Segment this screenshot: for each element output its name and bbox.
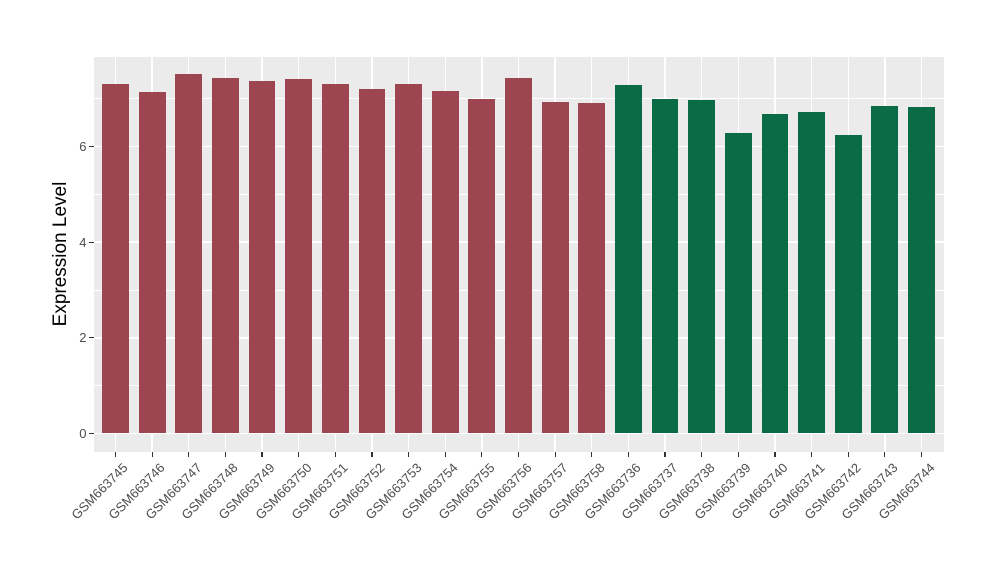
x-tick-mark <box>591 452 593 457</box>
x-tick-mark <box>261 452 263 457</box>
x-tick-mark <box>481 452 483 457</box>
x-tick-mark <box>188 452 190 457</box>
bar <box>138 92 166 434</box>
bar <box>541 102 569 434</box>
bar <box>285 78 313 434</box>
bar <box>321 83 349 434</box>
x-tick-mark <box>407 452 410 457</box>
x-tick-mark <box>811 452 813 457</box>
y-axis-title: Expression Level <box>50 181 71 327</box>
y-tick-label: 0 <box>79 426 87 441</box>
y-tick-mark <box>89 145 94 148</box>
bar <box>798 111 825 434</box>
x-tick-mark <box>701 452 703 457</box>
x-tick-mark <box>554 452 556 457</box>
x-tick-mark <box>664 452 666 457</box>
bar <box>908 106 935 434</box>
x-tick-mark <box>371 452 373 457</box>
y-tick-label: 2 <box>79 330 87 346</box>
x-tick-mark <box>517 452 520 457</box>
y-tick-mark <box>89 241 94 243</box>
bar <box>505 77 532 434</box>
bar <box>248 81 276 434</box>
bar <box>615 85 642 434</box>
x-tick-mark <box>884 452 886 457</box>
x-tick-mark <box>334 452 336 457</box>
y-tick-mark <box>89 337 94 339</box>
y-tick-mark <box>89 432 94 435</box>
x-tick-mark <box>627 452 629 457</box>
x-tick-mark <box>224 452 226 457</box>
bar <box>102 83 129 434</box>
bar <box>834 135 862 434</box>
bar <box>761 113 789 434</box>
x-tick-mark <box>444 452 446 457</box>
bar <box>578 103 606 434</box>
bar <box>211 77 239 434</box>
plot-panel <box>93 57 944 452</box>
x-tick-mark <box>298 452 300 457</box>
bar <box>431 91 459 434</box>
bar <box>688 100 716 434</box>
bar <box>871 105 899 434</box>
x-tick-mark <box>737 452 739 457</box>
bar <box>175 74 203 434</box>
y-tick-label: 4 <box>79 234 87 250</box>
x-tick-mark <box>774 452 776 457</box>
bar <box>358 89 386 434</box>
bar <box>724 132 752 434</box>
x-tick-mark <box>920 452 923 457</box>
bar <box>468 99 496 434</box>
bar <box>395 84 422 434</box>
bar <box>651 98 679 434</box>
x-tick-mark <box>847 452 849 457</box>
y-tick-label: 6 <box>79 139 87 155</box>
x-tick-mark <box>151 452 153 457</box>
x-tick-mark <box>114 452 117 457</box>
